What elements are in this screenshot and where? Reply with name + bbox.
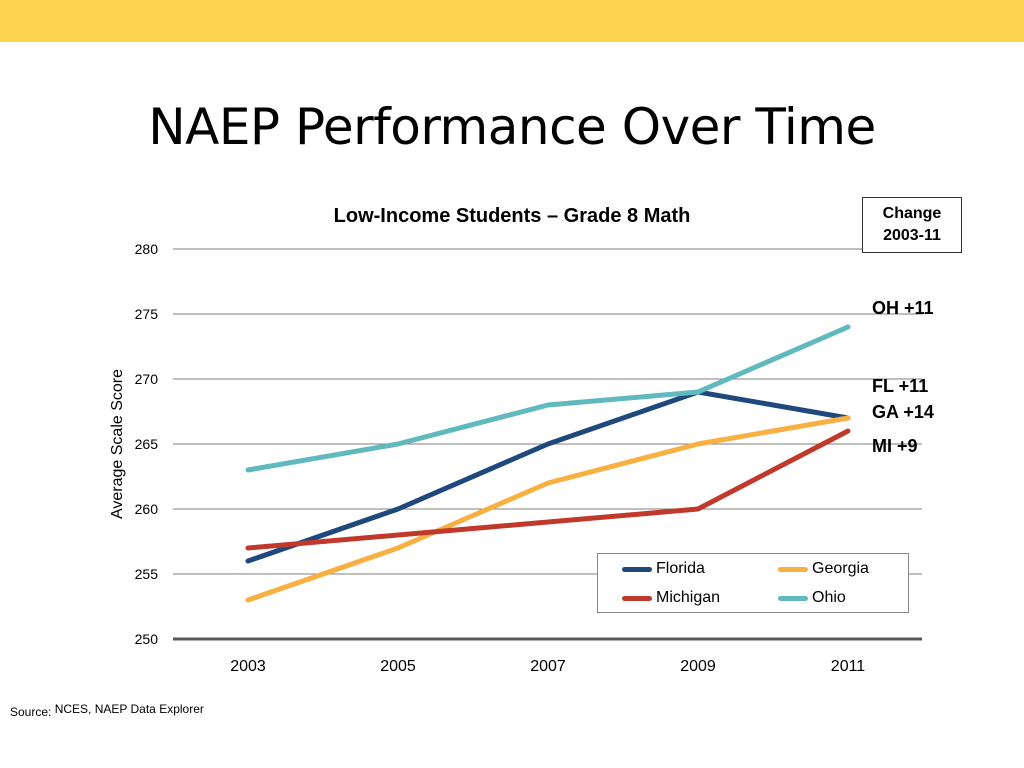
series-line-georgia	[245, 415, 851, 603]
legend-label-ohio: Ohio	[812, 589, 846, 606]
top-accent-bar	[0, 0, 1024, 42]
chart-title: Low-Income Students – Grade 8 Math	[334, 205, 691, 227]
x-tick-label: 2011	[831, 658, 866, 675]
annotation-florida-change: FL +11	[872, 376, 929, 396]
legend-swatch-michigan	[622, 595, 652, 601]
y-tick-label: 280	[135, 241, 159, 257]
change-header-box: Change 2003-11	[862, 197, 962, 253]
legend-swatch-florida	[622, 566, 652, 572]
source-note: Source: NCES, NAEP Data Explorer	[10, 702, 204, 719]
series-line-florida	[245, 389, 851, 564]
series-line-ohio	[245, 324, 851, 473]
x-tick-label: 2003	[230, 658, 266, 675]
slide-title: NAEP Performance Over Time	[148, 98, 876, 156]
x-tick-label: 2009	[680, 658, 716, 675]
chart-legend: Florida Georgia Michigan Ohio	[597, 553, 909, 613]
series-line-michigan	[245, 428, 851, 551]
change-period: 2003-11	[883, 227, 941, 244]
source-label: Source:	[10, 705, 52, 719]
annotation-michigan-change: MI +9	[872, 436, 918, 456]
y-tick-label: 265	[135, 436, 159, 452]
change-label: Change	[882, 205, 942, 222]
x-tick-label: 2007	[530, 658, 566, 675]
annotation-georgia-change: GA +14	[872, 402, 934, 422]
source-value: NCES, NAEP Data Explorer	[54, 702, 204, 716]
y-axis-label: Average Scale Score	[109, 369, 126, 519]
legend-label-florida: Florida	[656, 560, 705, 577]
y-tick-label: 275	[135, 306, 159, 322]
legend-item-ohio: Ohio	[778, 589, 846, 607]
annotation-ohio-change: OH +11	[872, 298, 934, 318]
y-tick-label: 270	[135, 371, 159, 387]
legend-item-georgia: Georgia	[778, 560, 869, 578]
y-tick-label: 255	[135, 566, 159, 582]
legend-label-michigan: Michigan	[656, 589, 721, 606]
x-tick-label: 2005	[380, 658, 416, 675]
y-tick-label: 260	[135, 501, 159, 517]
legend-label-georgia: Georgia	[812, 560, 869, 577]
legend-swatch-georgia	[778, 566, 808, 572]
legend-swatch-ohio	[778, 595, 808, 601]
legend-item-florida: Florida	[622, 560, 705, 578]
y-tick-label: 250	[135, 631, 159, 647]
legend-item-michigan: Michigan	[622, 589, 720, 607]
